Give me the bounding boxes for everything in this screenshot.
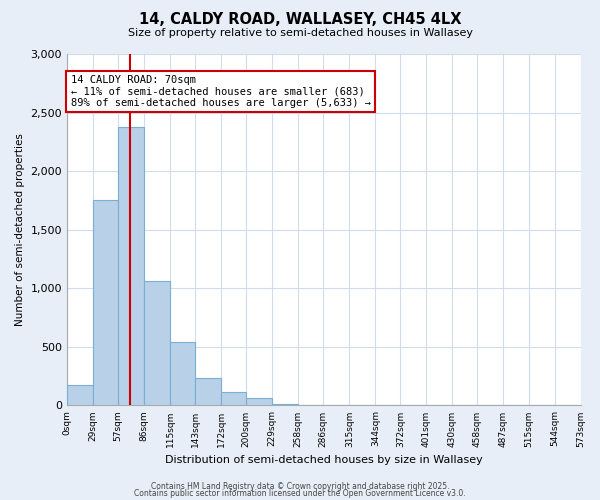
Text: Size of property relative to semi-detached houses in Wallasey: Size of property relative to semi-detach…	[128, 28, 473, 38]
Bar	[272, 404, 298, 406]
Bar	[93, 200, 118, 406]
Y-axis label: Number of semi-detached properties: Number of semi-detached properties	[15, 134, 25, 326]
Text: 14, CALDY ROAD, WALLASEY, CH45 4LX: 14, CALDY ROAD, WALLASEY, CH45 4LX	[139, 12, 461, 28]
Bar	[246, 398, 272, 406]
Text: 14 CALDY ROAD: 70sqm
← 11% of semi-detached houses are smaller (683)
89% of semi: 14 CALDY ROAD: 70sqm ← 11% of semi-detac…	[71, 75, 371, 108]
Bar	[67, 385, 93, 406]
Bar	[144, 280, 170, 406]
Bar	[195, 378, 221, 406]
Bar	[170, 342, 195, 406]
Text: Contains HM Land Registry data © Crown copyright and database right 2025.: Contains HM Land Registry data © Crown c…	[151, 482, 449, 491]
Bar	[221, 392, 246, 406]
Text: Contains public sector information licensed under the Open Government Licence v3: Contains public sector information licen…	[134, 490, 466, 498]
Bar	[118, 127, 144, 406]
X-axis label: Distribution of semi-detached houses by size in Wallasey: Distribution of semi-detached houses by …	[165, 455, 482, 465]
